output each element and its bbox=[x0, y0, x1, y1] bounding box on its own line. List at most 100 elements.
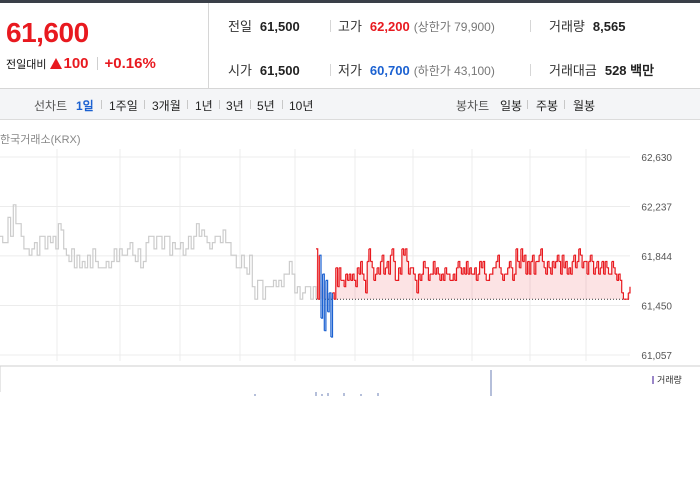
intraday-price-segment bbox=[433, 260, 436, 275]
intraday-price-segment bbox=[411, 267, 415, 275]
intraday-price-segment bbox=[413, 273, 416, 281]
intraday-price-segment bbox=[392, 248, 395, 262]
intraday-price-segment bbox=[405, 248, 408, 262]
intraday-price-segment bbox=[478, 261, 481, 275]
intraday-price-segment bbox=[421, 261, 424, 275]
stat-high: 고가 62,200 (상한가 79,900) bbox=[338, 19, 495, 34]
intraday-price-segment bbox=[444, 267, 448, 275]
intraday-price-segment bbox=[461, 267, 464, 275]
intraday-price-segment bbox=[354, 279, 357, 287]
volume-legend: 거래량 bbox=[652, 373, 682, 386]
quote-summary-panel: 61,600 전일대비 100 +0.16% 전일 61,500 고가 62,200… bbox=[0, 3, 700, 89]
intraday-price-segment bbox=[481, 261, 484, 269]
intraday-price-segment bbox=[416, 274, 420, 294]
intraday-price-segment bbox=[542, 260, 545, 268]
intraday-price-segment bbox=[606, 267, 610, 275]
period-3y-tab[interactable]: 3년 bbox=[226, 99, 244, 113]
y-tick-label: 62,630 bbox=[641, 153, 672, 164]
period-divider bbox=[250, 100, 251, 109]
intraday-price-segment bbox=[522, 255, 525, 263]
y-tick-label: 62,237 bbox=[641, 202, 672, 213]
change-row: 전일대비 100 +0.16% bbox=[6, 55, 156, 72]
intraday-price-segment bbox=[516, 248, 519, 262]
intraday-price-segment bbox=[605, 260, 608, 268]
intraday-price-segment bbox=[618, 273, 621, 281]
intraday-price-segment bbox=[401, 248, 405, 256]
current-price-box: 61,600 전일대비 100 +0.16% bbox=[0, 3, 209, 89]
intraday-price-segment bbox=[378, 261, 382, 275]
stat-divider bbox=[530, 20, 531, 32]
price-chart: 62,630 62,237 61,844 61,450 61,057 bbox=[0, 121, 700, 401]
intraday-price-segment bbox=[316, 248, 319, 300]
intraday-price-segment bbox=[588, 255, 591, 263]
period-10y-tab[interactable]: 10년 bbox=[289, 99, 314, 113]
intraday-price-segment bbox=[568, 267, 572, 275]
stat-divider bbox=[330, 20, 331, 32]
intraday-price-segment bbox=[601, 260, 605, 275]
intraday-price-segment bbox=[317, 255, 320, 300]
intraday-price-segment bbox=[375, 267, 378, 275]
intraday-price-segment bbox=[431, 261, 434, 275]
intraday-price-segment bbox=[514, 248, 517, 275]
y-tick-label: 61,844 bbox=[641, 252, 672, 263]
period-divider bbox=[219, 100, 220, 109]
period-3m-tab[interactable]: 3개월 bbox=[152, 99, 181, 113]
period-divider bbox=[564, 100, 565, 109]
intraday-price-segment bbox=[337, 267, 340, 288]
intraday-price-segment bbox=[603, 261, 606, 275]
intraday-price-segment bbox=[506, 267, 509, 275]
period-1d-tab[interactable]: 1일 bbox=[76, 99, 94, 113]
intraday-price-segment bbox=[555, 255, 558, 263]
stat-prev-close: 전일 61,500 bbox=[228, 19, 300, 34]
intraday-price-segment bbox=[451, 274, 454, 281]
intraday-price-segment bbox=[355, 267, 358, 288]
intraday-price-segment bbox=[540, 248, 543, 262]
intraday-price-segment bbox=[363, 279, 367, 293]
intraday-price-segment bbox=[474, 267, 477, 281]
period-1y-tab[interactable]: 1년 bbox=[195, 99, 213, 113]
intraday-price-segment bbox=[509, 260, 512, 268]
intraday-price-segment bbox=[454, 267, 458, 281]
period-divider bbox=[187, 100, 188, 109]
intraday-price-segment bbox=[387, 260, 390, 275]
intraday-price-segment bbox=[552, 260, 555, 268]
intraday-price-segment bbox=[408, 267, 411, 275]
intraday-price-segment bbox=[347, 274, 350, 281]
intraday-price-segment bbox=[572, 255, 575, 263]
intraday-price-segment bbox=[339, 267, 342, 281]
candle-daily-tab[interactable]: 일봉 bbox=[500, 99, 523, 113]
intraday-price-segment bbox=[557, 254, 560, 262]
intraday-price-segment bbox=[621, 292, 624, 300]
change-divider bbox=[96, 57, 98, 70]
intraday-price-segment bbox=[357, 267, 360, 275]
intraday-price-segment bbox=[525, 261, 529, 275]
intraday-price-segment bbox=[527, 260, 530, 275]
intraday-price-segment bbox=[362, 273, 365, 281]
top-accent-bar bbox=[0, 0, 700, 3]
intraday-price-segment bbox=[600, 261, 603, 269]
intraday-price-segment bbox=[595, 261, 598, 269]
line-chart-label: 선차트 bbox=[34, 99, 68, 113]
intraday-price-segment bbox=[613, 267, 616, 275]
intraday-price-segment bbox=[406, 260, 410, 275]
candle-weekly-tab[interactable]: 주봉 bbox=[536, 99, 559, 113]
period-5y-tab[interactable]: 5년 bbox=[257, 99, 275, 113]
stat-low: 저가 60,700 (하한가 43,100) bbox=[338, 63, 495, 78]
period-1w-tab[interactable]: 1주일 bbox=[109, 99, 138, 113]
intraday-price-segment bbox=[611, 260, 615, 268]
intraday-price-segment bbox=[453, 273, 456, 281]
intraday-price-segment bbox=[438, 273, 441, 281]
intraday-price-segment bbox=[393, 260, 396, 281]
intraday-price-segment bbox=[511, 267, 514, 281]
intraday-price-segment bbox=[415, 279, 418, 293]
intraday-price-segment bbox=[590, 254, 593, 262]
intraday-price-segment bbox=[325, 279, 329, 312]
intraday-price-segment bbox=[570, 261, 573, 275]
intraday-price-segment bbox=[499, 267, 502, 275]
intraday-price-segment bbox=[373, 274, 377, 281]
intraday-price-segment bbox=[596, 260, 600, 275]
intraday-price-segment bbox=[587, 261, 590, 275]
candle-monthly-tab[interactable]: 월봉 bbox=[573, 99, 596, 113]
intraday-price-segment bbox=[482, 260, 486, 275]
intraday-price-segment bbox=[558, 260, 562, 275]
